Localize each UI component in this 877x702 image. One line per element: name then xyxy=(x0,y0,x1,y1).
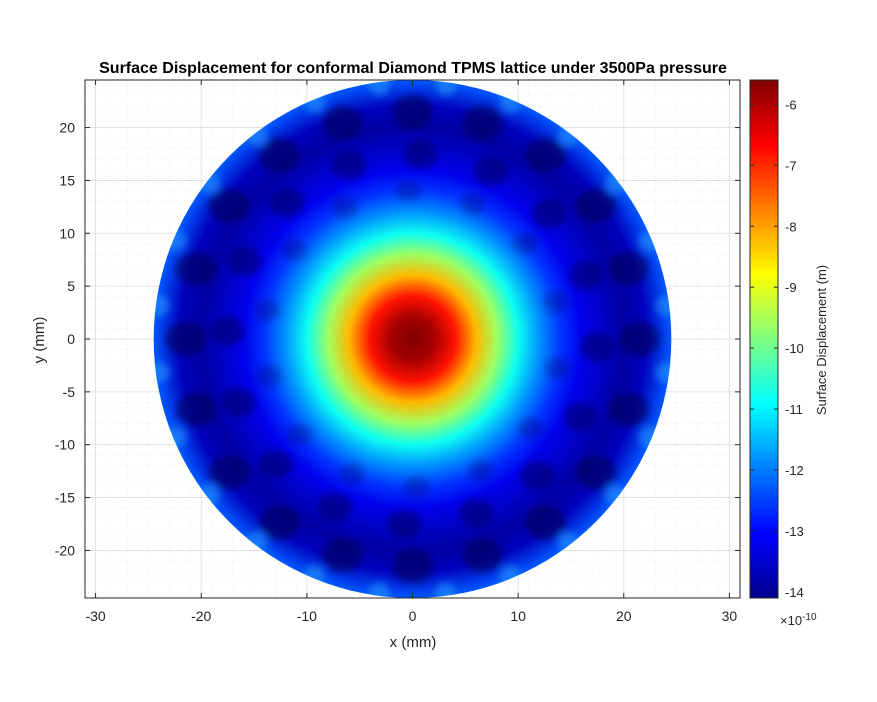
lattice-cell xyxy=(403,139,438,169)
lattice-cell xyxy=(462,538,503,573)
lattice-cell xyxy=(580,332,615,362)
x-tick-label: 30 xyxy=(722,608,738,624)
lattice-cell xyxy=(208,188,249,223)
edge-highlight xyxy=(368,80,390,96)
lattice-cell xyxy=(270,188,305,218)
lattice-cell xyxy=(165,321,206,357)
lattice-cell xyxy=(608,392,649,427)
colorbar-label: Surface Displacement (m) xyxy=(814,265,829,415)
edge-highlight xyxy=(435,80,457,96)
lattice-cell xyxy=(210,316,245,346)
x-tick-label: 0 xyxy=(409,608,417,624)
x-tick-label: -10 xyxy=(297,608,317,624)
y-tick-label: -10 xyxy=(55,437,75,453)
x-tick-label: 10 xyxy=(510,608,526,624)
lattice-cell xyxy=(576,188,617,223)
lattice-cell xyxy=(208,455,249,490)
lattice-cell xyxy=(563,402,598,432)
lattice-cell xyxy=(458,498,493,528)
y-tick-label: 0 xyxy=(67,331,75,347)
colorbar-tick-label: -11 xyxy=(785,402,803,417)
colorbar-tick-label: -6 xyxy=(785,97,797,112)
lattice-cell xyxy=(576,455,617,490)
lattice-cell xyxy=(256,365,282,387)
colorbar-exponent-base: ×10 xyxy=(780,613,802,628)
colorbar-tick-label: -9 xyxy=(785,280,797,295)
lattice-cell xyxy=(387,509,422,539)
lattice-cell xyxy=(332,150,367,180)
x-tick-label: 20 xyxy=(616,608,632,624)
lattice-cell xyxy=(322,105,363,140)
lattice-cell xyxy=(467,459,493,482)
lattice-cell xyxy=(286,423,313,446)
lattice-cell xyxy=(544,357,571,379)
lattice-cell xyxy=(221,388,256,417)
y-tick-label: 10 xyxy=(59,225,75,241)
lattice-cell xyxy=(176,392,217,427)
y-tick-label: 5 xyxy=(67,278,75,294)
lattice-cell xyxy=(258,505,300,540)
colorbar-exponent-power: -10 xyxy=(802,612,817,623)
y-tick-label: 20 xyxy=(59,120,75,136)
lattice-cell xyxy=(473,156,508,186)
colorbar-tick-label: -14 xyxy=(785,585,804,600)
lattice-cell xyxy=(608,251,649,286)
colorbar-gradient xyxy=(749,79,779,599)
lattice-cell xyxy=(176,251,217,286)
lattice-cell xyxy=(619,321,660,357)
y-tick-label: -15 xyxy=(55,490,75,506)
x-tick-label: -30 xyxy=(85,608,105,624)
lattice-cell xyxy=(525,505,567,540)
lattice-cell xyxy=(525,138,567,173)
plot-axes: -30 -20 -10 0 10 20 30 -20 -15 -10 -5 0 5 10 15 20 xyxy=(55,79,741,624)
lattice-cell xyxy=(258,138,300,173)
x-tick-label: -20 xyxy=(191,608,211,624)
lattice-cell xyxy=(254,299,281,321)
lattice-cell xyxy=(339,463,365,485)
y-ticks: -20 -15 -10 -5 0 5 10 15 20 xyxy=(55,120,740,558)
lattice-cell xyxy=(520,460,555,490)
colorbar-tick-label: -7 xyxy=(785,158,797,173)
lattice-cell xyxy=(512,232,539,255)
lattice-cell xyxy=(531,199,566,229)
colorbar-tick-label: -13 xyxy=(785,524,804,539)
lattice-cell xyxy=(322,538,363,573)
y-tick-label: -5 xyxy=(63,384,76,400)
y-tick-label: 15 xyxy=(59,172,75,188)
colorbar-ticks: -14 -13 -12 -11 -10 -9 -8 -7 -6 xyxy=(750,97,804,600)
y-axis-label: y (mm) xyxy=(31,317,48,364)
chart-title: Surface Displacement for conformal Diamo… xyxy=(99,60,727,77)
colorbar-tick-label: -12 xyxy=(785,463,804,478)
lattice-cell xyxy=(569,261,604,290)
lattice-cell xyxy=(403,476,430,498)
lattice-cell xyxy=(259,449,294,479)
lattice-cell xyxy=(227,246,262,276)
lattice-cell xyxy=(281,239,308,261)
x-axis-label: x (mm) xyxy=(390,634,437,651)
lattice-cell xyxy=(332,196,358,219)
colorbar-tick-label: -10 xyxy=(785,341,804,356)
lattice-cell xyxy=(392,94,433,129)
edge-highlight xyxy=(368,582,390,598)
lattice-cell xyxy=(462,105,503,140)
lattice-cell xyxy=(317,492,352,522)
lattice-cell xyxy=(392,549,433,584)
colorbar: -14 -13 -12 -11 -10 -9 -8 -7 -6 Surface Displace… xyxy=(749,79,829,628)
lattice-cell xyxy=(517,417,544,439)
lattice-cell xyxy=(460,193,486,215)
lattice-cell xyxy=(395,180,422,202)
lattice-cell xyxy=(543,291,569,313)
colorbar-exponent: ×10-10 xyxy=(780,612,817,628)
y-tick-label: -20 xyxy=(55,542,75,558)
edge-highlight xyxy=(435,582,457,598)
x-ticks: -30 -20 -10 0 10 20 30 xyxy=(85,80,737,624)
colorbar-tick-label: -8 xyxy=(785,219,797,234)
